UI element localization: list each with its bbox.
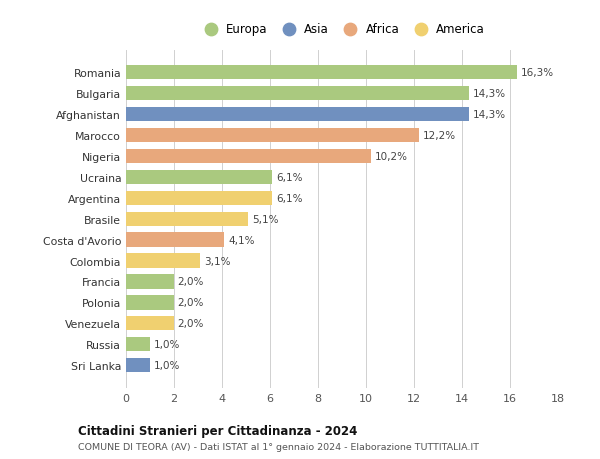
Text: 16,3%: 16,3% <box>521 68 554 78</box>
Bar <box>126 212 248 226</box>
Bar <box>126 254 200 268</box>
Text: 14,3%: 14,3% <box>473 110 506 120</box>
Bar <box>126 107 469 122</box>
Text: 2,0%: 2,0% <box>178 298 204 308</box>
Bar <box>126 275 174 289</box>
Text: 5,1%: 5,1% <box>252 214 278 224</box>
Bar <box>126 191 272 205</box>
Bar <box>126 337 150 352</box>
Bar <box>126 129 419 143</box>
Legend: Europa, Asia, Africa, America: Europa, Asia, Africa, America <box>199 22 485 36</box>
Text: 1,0%: 1,0% <box>154 360 180 370</box>
Bar <box>126 358 150 373</box>
Bar <box>126 87 469 101</box>
Text: 1,0%: 1,0% <box>154 340 180 349</box>
Text: COMUNE DI TEORA (AV) - Dati ISTAT al 1° gennaio 2024 - Elaborazione TUTTITALIA.I: COMUNE DI TEORA (AV) - Dati ISTAT al 1° … <box>78 442 479 451</box>
Bar <box>126 233 224 247</box>
Text: 10,2%: 10,2% <box>374 151 407 162</box>
Text: Cittadini Stranieri per Cittadinanza - 2024: Cittadini Stranieri per Cittadinanza - 2… <box>78 424 358 437</box>
Bar <box>126 170 272 185</box>
Text: 6,1%: 6,1% <box>276 193 302 203</box>
Text: 2,0%: 2,0% <box>178 319 204 329</box>
Bar <box>126 149 371 163</box>
Text: 6,1%: 6,1% <box>276 173 302 182</box>
Text: 12,2%: 12,2% <box>422 131 455 140</box>
Text: 3,1%: 3,1% <box>204 256 230 266</box>
Text: 2,0%: 2,0% <box>178 277 204 287</box>
Text: 14,3%: 14,3% <box>473 89 506 99</box>
Text: 4,1%: 4,1% <box>228 235 254 245</box>
Bar <box>126 317 174 331</box>
Bar <box>126 296 174 310</box>
Bar <box>126 66 517 80</box>
